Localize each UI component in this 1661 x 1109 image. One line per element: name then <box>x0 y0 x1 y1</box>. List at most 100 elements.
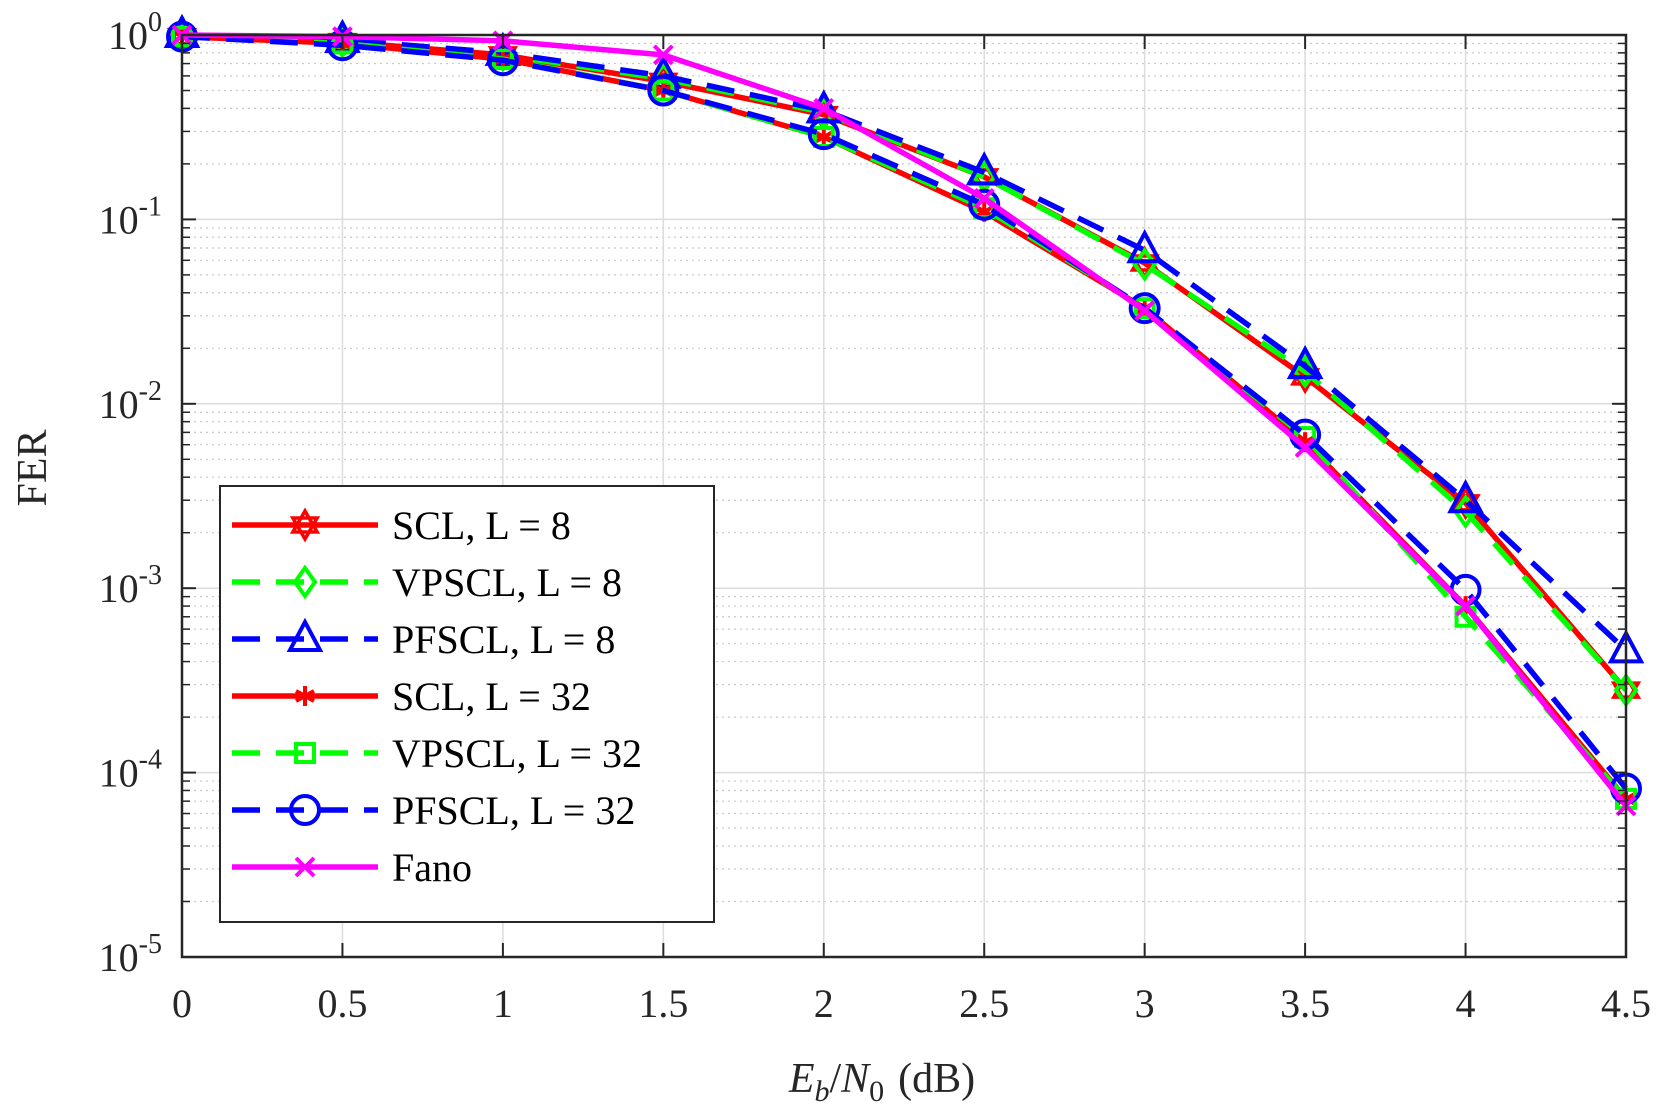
legend-swatch-marker <box>294 856 316 878</box>
circle-marker-shape <box>289 794 321 826</box>
series-line <box>181 32 1628 653</box>
circle-marker-shape <box>1128 292 1161 325</box>
data-point-x <box>1294 437 1316 458</box>
x-axis-label-e: E <box>788 1056 815 1102</box>
data-point-x <box>1455 595 1476 617</box>
y-tick-label-exponent: -2 <box>139 376 162 407</box>
series-line <box>181 32 1629 808</box>
circle-marker-shape <box>968 188 1001 221</box>
data-point-circle <box>968 188 1001 221</box>
y-tick-label-base: 10 <box>108 13 148 58</box>
data-point-asterisk <box>813 126 834 147</box>
x-tick-label: 3 <box>1135 981 1155 1026</box>
y-tick-label-exponent: -3 <box>139 560 162 591</box>
x-axis-label-slash: / <box>829 1056 841 1102</box>
legend: SCL, L = 8 VPSCL, L = 8 PFSCL, L = 8 SCL, L… <box>219 485 715 923</box>
y-tick-label-exponent: -5 <box>139 929 162 960</box>
square-marker-shape <box>294 742 316 764</box>
x-axis-label-n: N <box>840 1056 871 1102</box>
x-tick-label: 2.5 <box>959 981 1009 1026</box>
legend-swatch-marker <box>295 686 315 706</box>
data-point-x <box>973 187 995 209</box>
y-tick-label-base: 10 <box>99 751 139 796</box>
square-marker-shape <box>1133 297 1156 320</box>
legend-swatch-marker <box>292 564 318 600</box>
y-tick-label: 10-2 <box>99 376 162 427</box>
y-tick-label: 10-5 <box>99 929 162 980</box>
legend-label: PFSCL, L = 32 <box>392 788 635 833</box>
data-point-x <box>813 97 835 119</box>
circle-marker-shape <box>647 74 680 107</box>
y-tick-label-base: 10 <box>99 197 139 242</box>
y-tick-label: 10-1 <box>99 191 162 242</box>
y-tick-label-exponent: -4 <box>139 745 162 776</box>
triangle-marker-shape <box>965 151 1003 186</box>
legend-entry: VPSCL, L = 32 <box>232 731 642 776</box>
triangle-marker-shape <box>286 617 324 652</box>
hexagram-marker-down <box>289 516 321 543</box>
x-tick-label: 2 <box>814 981 834 1026</box>
circle-marker-shape <box>326 29 359 62</box>
axis-ticks <box>181 34 1627 958</box>
x-tick-label: 4 <box>1456 981 1476 1026</box>
legend-entry: Fano <box>232 845 472 890</box>
x-marker-shape <box>294 856 316 878</box>
legend-entry: PFSCL, L = 32 <box>232 788 635 833</box>
y-tick-label: 10-4 <box>99 745 162 796</box>
data-point-circle <box>1128 292 1161 325</box>
y-axis-label: FER <box>10 429 56 506</box>
data-point-circle <box>647 74 680 107</box>
asterisk-marker-shape <box>813 126 834 147</box>
circle-marker-shape <box>807 118 840 151</box>
data-point-x <box>1134 300 1156 322</box>
data-point-circle <box>326 29 359 62</box>
triangle-marker-shape <box>1447 478 1484 514</box>
y-tick-label: 100 <box>108 7 162 58</box>
x-axis-label-0-subscript: 0 <box>869 1075 884 1108</box>
data-point-triangle <box>1447 478 1484 514</box>
x-tick-label: 1.5 <box>638 981 688 1026</box>
triangle-marker-shape <box>1286 344 1324 380</box>
series-line <box>181 33 1629 791</box>
legend-entry: SCL, L = 32 <box>232 674 591 719</box>
x-axis-label: Eb/N0 (dB) <box>788 1056 975 1108</box>
legend-box <box>219 485 715 923</box>
data-point-triangle <box>1126 229 1164 264</box>
x-axis-label-b-subscript: b <box>814 1075 829 1108</box>
x-axis-label-unit: (dB) <box>898 1056 975 1102</box>
legend-label: VPSCL, L = 32 <box>392 731 642 776</box>
legend-swatch-marker <box>289 507 321 543</box>
legend-swatch-marker <box>289 794 321 826</box>
legend-label: VPSCL, L = 8 <box>392 560 622 605</box>
y-tick-label: 10-3 <box>99 560 162 611</box>
data-point-triangle <box>965 151 1003 186</box>
x-tick-label: 4.5 <box>1601 981 1651 1026</box>
legend-label: PFSCL, L = 8 <box>392 617 615 662</box>
legend-entry: SCL, L = 8 <box>232 503 571 548</box>
x-marker-shape <box>1134 300 1156 322</box>
y-tick-label-base: 10 <box>99 382 139 427</box>
plot-frame <box>180 33 1628 959</box>
x-tick-labels: 0 0.5 1 1.5 2 2.5 3 3.5 4 4.5 <box>172 981 1651 1026</box>
x-marker-shape <box>1455 595 1476 617</box>
x-tick-label: 3.5 <box>1280 981 1330 1026</box>
data-point-triangle <box>1286 344 1324 380</box>
legend-entry: VPSCL, L = 8 <box>232 560 622 605</box>
x-tick-label: 0.5 <box>317 981 367 1026</box>
legend-entry: PFSCL, L = 8 <box>232 617 615 662</box>
asterisk-marker-shape <box>295 686 315 706</box>
x-marker-shape <box>1294 437 1316 458</box>
legend-label: Fano <box>392 845 472 890</box>
legend-label: SCL, L = 32 <box>392 674 591 719</box>
y-tick-label-base: 10 <box>99 566 139 611</box>
diamond-marker-shape <box>1292 353 1318 389</box>
x-tick-label: 0 <box>172 981 192 1026</box>
y-tick-label-exponent: -1 <box>139 191 162 222</box>
legend-swatch-marker <box>286 617 324 652</box>
x-marker-shape <box>652 44 674 66</box>
legend-swatch-marker <box>294 742 316 764</box>
legend-label: SCL, L = 8 <box>392 503 571 548</box>
diamond-marker-shape <box>292 564 318 600</box>
